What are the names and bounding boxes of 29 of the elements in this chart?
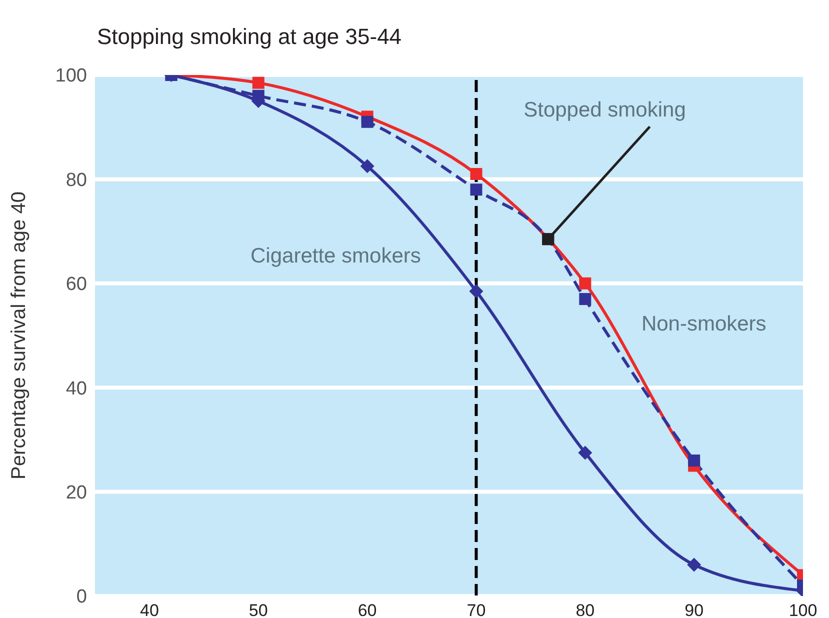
x-tick-label: 80 — [576, 601, 595, 618]
point — [688, 454, 700, 467]
y-tick-label: 100 — [55, 66, 87, 87]
point — [579, 293, 592, 306]
x-tick-label: 60 — [358, 601, 377, 618]
point — [470, 184, 482, 196]
y-tick-label: 20 — [66, 482, 87, 504]
point — [252, 76, 264, 89]
point — [361, 116, 374, 128]
series-label: Non-smokers — [641, 312, 766, 336]
x-tick-label: 70 — [466, 601, 486, 618]
series-label: Cigarette smokers — [250, 244, 421, 268]
y-tick-label: 80 — [66, 170, 87, 191]
point — [579, 277, 592, 290]
point — [470, 168, 482, 180]
y-tick-label: 0 — [76, 586, 87, 608]
y-tick-label: 40 — [66, 378, 87, 400]
x-tick-label: 100 — [788, 601, 818, 618]
chart-title: Stopping smoking at age 35-44 — [97, 24, 402, 50]
x-tick-label: 50 — [248, 601, 268, 618]
y-tick-label: 60 — [66, 274, 87, 296]
x-tick-label: 40 — [140, 601, 159, 618]
x-tick-label: 90 — [684, 601, 704, 618]
text: Stopped smoking — [524, 98, 686, 122]
point — [578, 446, 592, 460]
point — [687, 558, 702, 572]
point — [360, 159, 374, 174]
point — [469, 284, 484, 298]
y-axis-title: Percentage survival from age 40 — [8, 192, 30, 480]
